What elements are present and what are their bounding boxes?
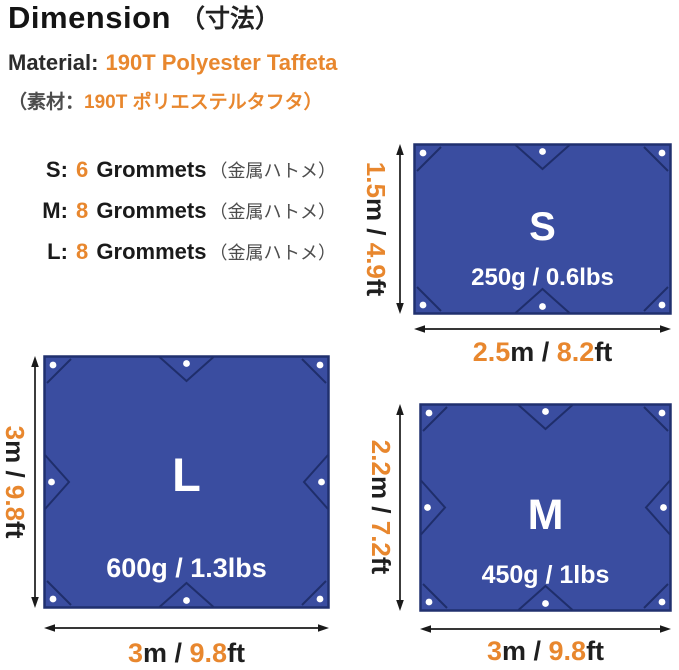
- m-height-m-unit: m: [366, 475, 396, 500]
- m-height-arrow: [394, 403, 406, 612]
- s-height-ft-value: 4.9: [361, 242, 391, 279]
- grommet-word: Grommets: [96, 198, 207, 223]
- grommet-jp: （金属ハトメ）: [209, 161, 336, 181]
- grommet-count: 6: [76, 157, 89, 182]
- m-height-ft-value: 7.2: [366, 520, 396, 557]
- s-width-m-value: 2.5: [472, 337, 511, 367]
- m-height-m-value: 2.2: [366, 439, 396, 476]
- grommet-row-m: M: 8 Grommets （金属ハトメ）: [0, 191, 336, 232]
- l-width-m-unit: m: [142, 638, 167, 668]
- m-width-ft-unit: ft: [586, 636, 605, 666]
- material-jp-value: 190T ポリエステルタフタ）: [84, 92, 323, 113]
- separator: /: [0, 463, 30, 485]
- tarp-l: L 600g / 1.3lbs: [43, 355, 330, 609]
- l-width-m-value: 3: [127, 638, 143, 668]
- material-jp-prefix: （素材：: [8, 92, 85, 113]
- m-width-ft-value: 9.8: [548, 636, 587, 666]
- separator: /: [167, 638, 190, 668]
- page-title: Dimension （寸法）: [8, 0, 280, 36]
- grommet-list: S: 6 Grommets （金属ハトメ） M: 8 Grommets （金属ハトメ…: [0, 150, 336, 273]
- m-height-label: 2.2m / 7.2ft: [364, 407, 398, 607]
- title-japanese: （寸法）: [179, 5, 280, 33]
- material-line-japanese: （素材：190T ポリエステルタフタ）: [8, 87, 323, 114]
- separator: /: [361, 221, 391, 243]
- s-height-m-unit: m: [361, 197, 391, 222]
- separator: /: [366, 499, 396, 521]
- l-width-ft-value: 9.8: [189, 638, 228, 668]
- s-height-m-value: 1.5: [361, 161, 391, 198]
- l-height-ft-unit: ft: [0, 521, 30, 539]
- m-height-ft-unit: ft: [366, 556, 396, 575]
- size-label: M:: [42, 198, 68, 223]
- separator: /: [534, 337, 557, 367]
- grommet-jp: （金属ハトメ）: [209, 243, 336, 263]
- s-width-m-unit: m: [510, 337, 535, 367]
- tarp-s: S 250g / 0.6lbs: [413, 143, 672, 315]
- tarp-m-letter: M: [527, 491, 564, 539]
- material-line: Material: 190T Polyester Taffeta: [8, 50, 337, 76]
- l-height-label: 3m / 9.8ft: [0, 382, 32, 582]
- tarp-s-letter: S: [529, 205, 556, 249]
- s-width-label: 2.5m / 8.2ft: [413, 335, 672, 369]
- material-label: Material:: [8, 50, 99, 75]
- tarp-l-letter: L: [172, 448, 201, 501]
- l-width-ft-unit: ft: [227, 638, 246, 668]
- grommet-count: 8: [76, 198, 89, 223]
- m-width-arrow: [419, 622, 672, 634]
- l-height-m-unit: m: [0, 440, 30, 464]
- l-width-arrow: [43, 621, 330, 633]
- s-height-ft-unit: ft: [361, 278, 391, 297]
- tarp-m: M 450g / 1lbs: [419, 403, 672, 612]
- l-height-m-value: 3: [0, 425, 30, 441]
- size-label: S:: [45, 157, 68, 182]
- s-height-label: 1.5m / 4.9ft: [359, 129, 393, 329]
- l-height-arrow: [29, 355, 41, 609]
- grommet-word: Grommets: [96, 239, 207, 264]
- m-width-label: 3m / 9.8ft: [419, 634, 672, 668]
- grommet-word: Grommets: [96, 157, 207, 182]
- s-width-ft-value: 8.2: [556, 337, 595, 367]
- size-label: L:: [47, 239, 68, 264]
- grommet-count: 8: [76, 239, 89, 264]
- tarp-s-weight: 250g / 0.6lbs: [471, 264, 614, 291]
- l-height-ft-value: 9.8: [0, 484, 30, 522]
- tarp-l-weight: 600g / 1.3lbs: [106, 553, 267, 583]
- m-width-m-value: 3: [486, 636, 502, 666]
- grommet-jp: （金属ハトメ）: [209, 202, 336, 222]
- grommet-row-s: S: 6 Grommets （金属ハトメ）: [0, 150, 336, 191]
- grommet-row-l: L: 8 Grommets （金属ハトメ）: [0, 232, 336, 273]
- s-width-arrow: [413, 322, 672, 334]
- separator: /: [526, 636, 549, 666]
- m-width-m-unit: m: [501, 636, 526, 666]
- l-width-label: 3m / 9.8ft: [43, 636, 330, 670]
- tarp-m-weight: 450g / 1lbs: [481, 561, 610, 589]
- s-width-ft-unit: ft: [594, 337, 613, 367]
- material-value: 190T Polyester Taffeta: [105, 50, 338, 75]
- title-english: Dimension: [8, 0, 171, 35]
- s-height-arrow: [394, 143, 406, 315]
